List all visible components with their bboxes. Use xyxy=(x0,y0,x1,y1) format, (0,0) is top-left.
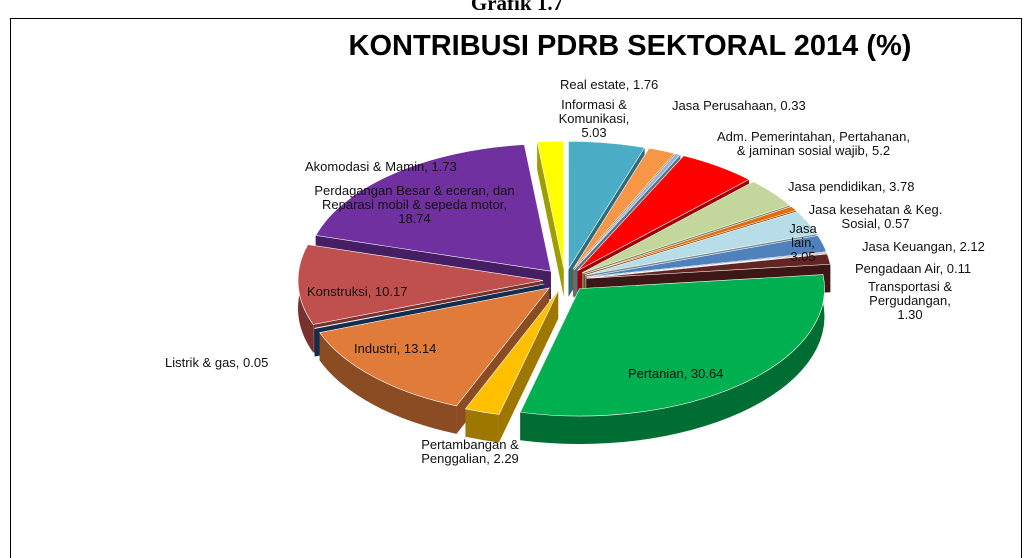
data-label: Konstruksi, 10.17 xyxy=(307,284,408,299)
pie-slice xyxy=(583,206,797,275)
slice-side xyxy=(465,408,499,443)
data-label: Pertambangan & Penggalian, 2.29 xyxy=(421,437,519,466)
data-label: Pengadaan Air, 0.11 xyxy=(855,261,972,276)
pie-slice xyxy=(519,274,825,417)
data-label: Jasa kesehatan & Keg. Sosial, 0.57 xyxy=(808,202,943,231)
pie-slice xyxy=(581,181,791,274)
pie-slice xyxy=(464,290,559,415)
data-label: Jasa Perusahaan, 0.33 xyxy=(672,98,806,113)
slice-wall xyxy=(537,141,564,297)
slice-side xyxy=(520,274,825,445)
chart-title: KONTRIBUSI PDRB SEKTORAL 2014 (%) xyxy=(348,30,912,62)
pie-slice xyxy=(297,244,544,325)
pie-slice xyxy=(568,141,646,270)
pie-slice xyxy=(586,235,827,278)
pie-slice xyxy=(574,153,681,270)
chart-frame xyxy=(10,18,1022,558)
pie-slice xyxy=(584,211,818,276)
pie-slice xyxy=(577,155,750,271)
data-label: Informasi & Komunikasi, 5.03 xyxy=(558,97,630,140)
caption: Grafik 1.7 xyxy=(470,0,564,15)
data-label: Jasa Keuangan, 2.12 xyxy=(862,239,985,254)
data-label: Industri, 13.14 xyxy=(354,341,437,356)
pie-slice xyxy=(586,252,828,279)
data-label: Akomodasi & Mamin, 1.73 xyxy=(305,159,457,174)
data-label: Listrik & gas, 0.05 xyxy=(165,355,269,370)
data-label: Perdagangan Besar & eceran, dan Reparasi… xyxy=(314,183,515,226)
pie-slice xyxy=(572,147,675,270)
pie-slice xyxy=(314,283,545,329)
data-label: Pertanian, 30.64 xyxy=(628,366,724,381)
data-label: Transportasi & Pergudangan, 1.30 xyxy=(867,279,953,322)
pie-slice xyxy=(586,253,831,279)
pie-slice xyxy=(319,287,550,407)
data-label: Real estate, 1.76 xyxy=(560,77,659,92)
pie-slice xyxy=(315,144,552,272)
data-label: Jasa pendidikan, 3.78 xyxy=(788,179,915,194)
slice-side xyxy=(319,332,457,434)
data-label: Jasa lain, 3.05 xyxy=(789,221,817,264)
pie-slice xyxy=(536,140,565,269)
data-label: Adm. Pemerintahan, Pertahanan, & jaminan… xyxy=(717,129,910,158)
